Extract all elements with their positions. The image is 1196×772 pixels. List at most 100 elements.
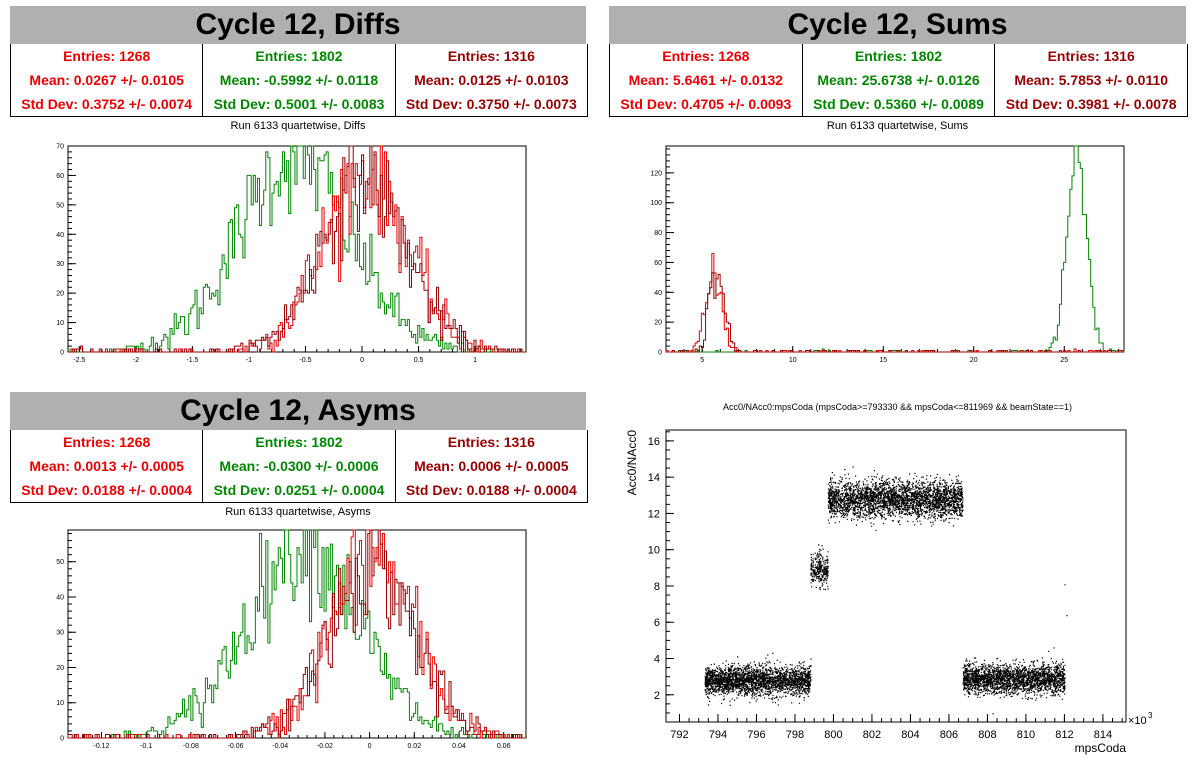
y-tick-label: 50 [56,559,64,566]
asyms-stats-col-2: Entries: 1802 Mean: -0.0300 +/- 0.0006 S… [202,430,394,502]
sums-run-label: Run 6133 quartetwise, Sums [826,120,969,132]
asyms-stats-box: Entries: 1268 Mean: 0.0013 +/- 0.0005 St… [10,430,588,503]
stat-entries: Entries: 1316 [1047,48,1135,64]
x-tick-label: -0.04 [272,743,288,750]
x-tick-label: 808 [978,729,996,741]
x-tick-label: 802 [863,729,881,741]
plot-frame [665,145,1125,353]
asyms-stats-col-1: Entries: 1268 Mean: 0.0013 +/- 0.0005 St… [11,430,202,502]
stat-mean: Mean: 25.6738 +/- 0.0126 [817,72,980,88]
sums-title: Cycle 12, Sums [609,6,1186,44]
histogram-series [68,529,526,739]
y-tick-label: 10 [56,320,64,327]
x-tick-label: 1 [473,357,477,364]
x-tick-label: 792 [670,729,688,741]
x-tick-label: 794 [709,729,727,741]
y-tick-label: 50 [56,202,64,209]
y-tick-label: 120 [650,170,662,177]
x-tick-label: -1.5 [186,357,198,364]
y-tick-label: 60 [56,173,64,180]
x-tick-label: 5 [700,357,704,364]
x-tick-label: -0.12 [94,743,110,750]
y-tick-label: 4 [654,654,660,666]
stat-std: Std Dev: 0.0188 +/- 0.0004 [21,482,193,498]
y-tick-label: 12 [648,508,660,520]
x-tick-label: 806 [940,729,958,741]
x-tick-label: 10 [789,357,797,364]
stat-entries: Entries: 1316 [447,434,535,450]
x-tick-label: 0 [360,357,364,364]
asyms-title: Cycle 12, Asyms [10,392,586,430]
stat-mean: Mean: -0.0300 +/- 0.0006 [219,458,379,474]
asyms-stats-col-3: Entries: 1316 Mean: 0.0006 +/- 0.0005 St… [394,430,587,502]
x-tick-label: -0.1 [140,743,152,750]
diffs-stats-col-1: Entries: 1268 Mean: 0.0267 +/- 0.0105 St… [11,44,202,116]
stat-entries: Entries: 1316 [447,48,535,64]
histogram-series [68,145,526,353]
stat-mean: Mean: 5.7853 +/- 0.0110 [1014,72,1169,88]
sums-histogram: 5 10 15 20 25 0 20 40 60 80 100 120 [650,145,1125,364]
x-tick-label: -1 [246,357,252,364]
stat-mean: Mean: -0.5992 +/- 0.0118 [219,72,379,88]
y-tick-label: 8 [654,581,660,593]
stat-std: Std Dev: 0.5360 +/- 0.0089 [813,96,984,112]
y-tick-label: 2 [654,690,660,702]
x-tick-label: 25 [1060,357,1068,364]
x-axis-label: mpsCoda [1075,741,1127,755]
x-tick-label: 810 [1017,729,1035,741]
stat-mean: Mean: 0.0125 +/- 0.0103 [414,72,569,88]
stat-std: Std Dev: 0.0188 +/- 0.0004 [405,482,577,498]
y-tick-label: 16 [648,436,660,448]
y-tick-label: 0 [658,350,662,357]
y-tick-label: 20 [56,665,64,672]
stat-std: Std Dev: 0.3750 +/- 0.0073 [405,96,577,112]
stat-std: Std Dev: 0.5001 +/- 0.0083 [213,96,385,112]
stat-entries: Entries: 1802 [255,48,343,64]
y-tick-label: 40 [56,594,64,601]
stat-entries: Entries: 1268 [63,434,151,450]
diffs-stats-col-2: Entries: 1802 Mean: -0.5992 +/- 0.0118 S… [202,44,394,116]
stat-mean: Mean: 5.6461 +/- 0.0132 [628,72,784,88]
stat-std: Std Dev: 0.0251 +/- 0.0004 [213,482,385,498]
asyms-histogram: -0.12 -0.1 -0.08 -0.06 -0.04 -0.02 0 0.02 0.04 0.… [56,529,527,750]
x-tick-label: -2 [133,357,139,364]
x-tick-label: -0.06 [228,743,244,750]
x-tick-label: -0.08 [183,743,199,750]
diffs-stats-box: Entries: 1268 Mean: 0.0267 +/- 0.0105 St… [10,44,588,117]
diffs-title: Cycle 12, Diffs [10,6,586,44]
y-tick-label: 10 [56,700,64,707]
plot-frame [67,529,527,739]
x-tick-label: 796 [747,729,765,741]
stat-entries: Entries: 1802 [255,434,343,450]
y-tick-label: 80 [654,230,662,237]
y-tick-label: 20 [56,291,64,298]
x-tick-label: 0.02 [407,743,421,750]
stat-std: Std Dev: 0.3752 +/- 0.0074 [21,96,193,112]
y-tick-label: 0 [60,736,64,743]
asyms-run-label: Run 6133 quartetwise, Asyms [225,506,371,518]
y-tick-label: 30 [56,630,64,637]
y-axis-label: Acc0/NAcc0 [625,430,639,496]
stat-std: Std Dev: 0.4705 +/- 0.0093 [620,96,792,112]
x-exponent-label: ×10 [1128,715,1147,727]
y-tick-label: 6 [654,617,660,629]
y-tick-label: 100 [650,200,662,207]
histogram-series [67,529,526,739]
stat-entries: Entries: 1802 [854,48,943,64]
histogram-series [666,145,1125,353]
x-tick-label: -2.5 [73,357,85,364]
x-tick-label: 15 [879,357,887,364]
x-tick-label: 804 [901,729,919,741]
y-tick-label: 20 [654,320,662,327]
plot-frame [665,429,1127,723]
x-tick-label: 0.06 [497,743,511,750]
x-tick-label: 800 [824,729,842,741]
x-tick-label: 0 [368,743,372,750]
x-tick-label: 0.04 [452,743,466,750]
y-tick-label: 70 [56,144,64,151]
y-tick-label: 40 [56,232,64,239]
stat-mean: Mean: 0.0013 +/- 0.0005 [29,458,184,474]
histogram-series [666,272,1124,353]
y-tick-label: 10 [648,545,660,557]
